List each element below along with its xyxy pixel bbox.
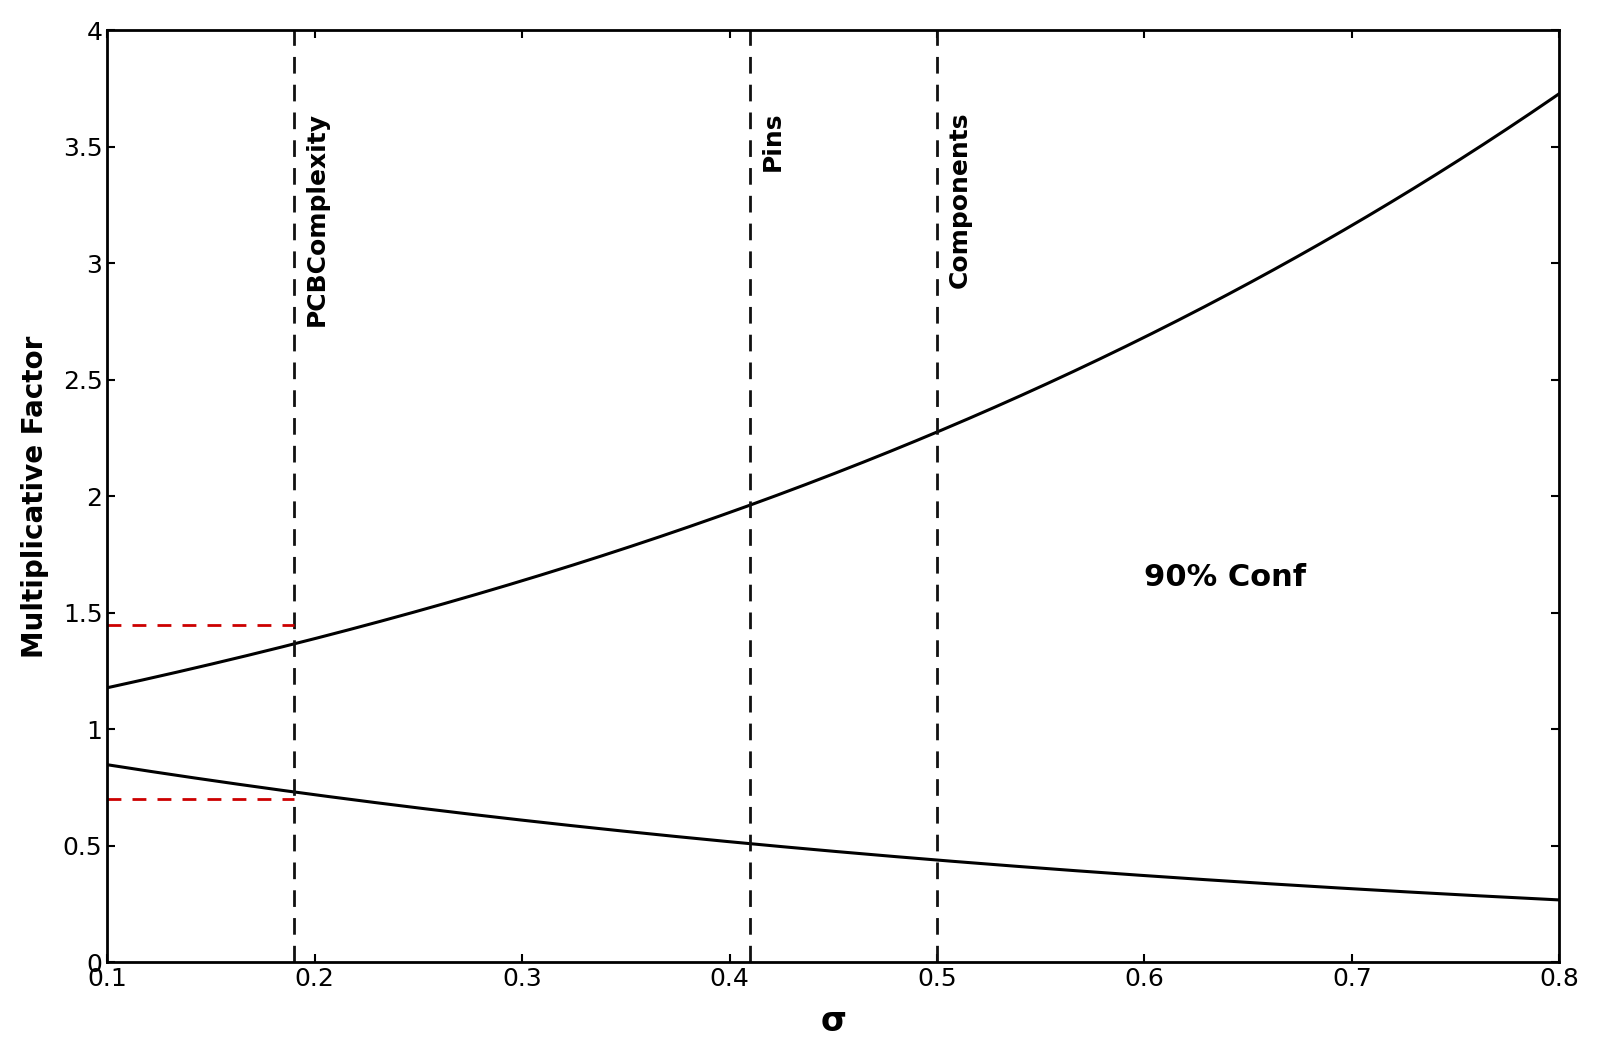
Text: PCBComplexity: PCBComplexity [304,112,328,326]
X-axis label: σ: σ [821,1005,846,1038]
Y-axis label: Multiplicative Factor: Multiplicative Factor [21,336,50,658]
Text: Pins: Pins [760,112,784,172]
Text: Components: Components [947,112,971,288]
Text: 90% Conf: 90% Conf [1144,563,1307,592]
